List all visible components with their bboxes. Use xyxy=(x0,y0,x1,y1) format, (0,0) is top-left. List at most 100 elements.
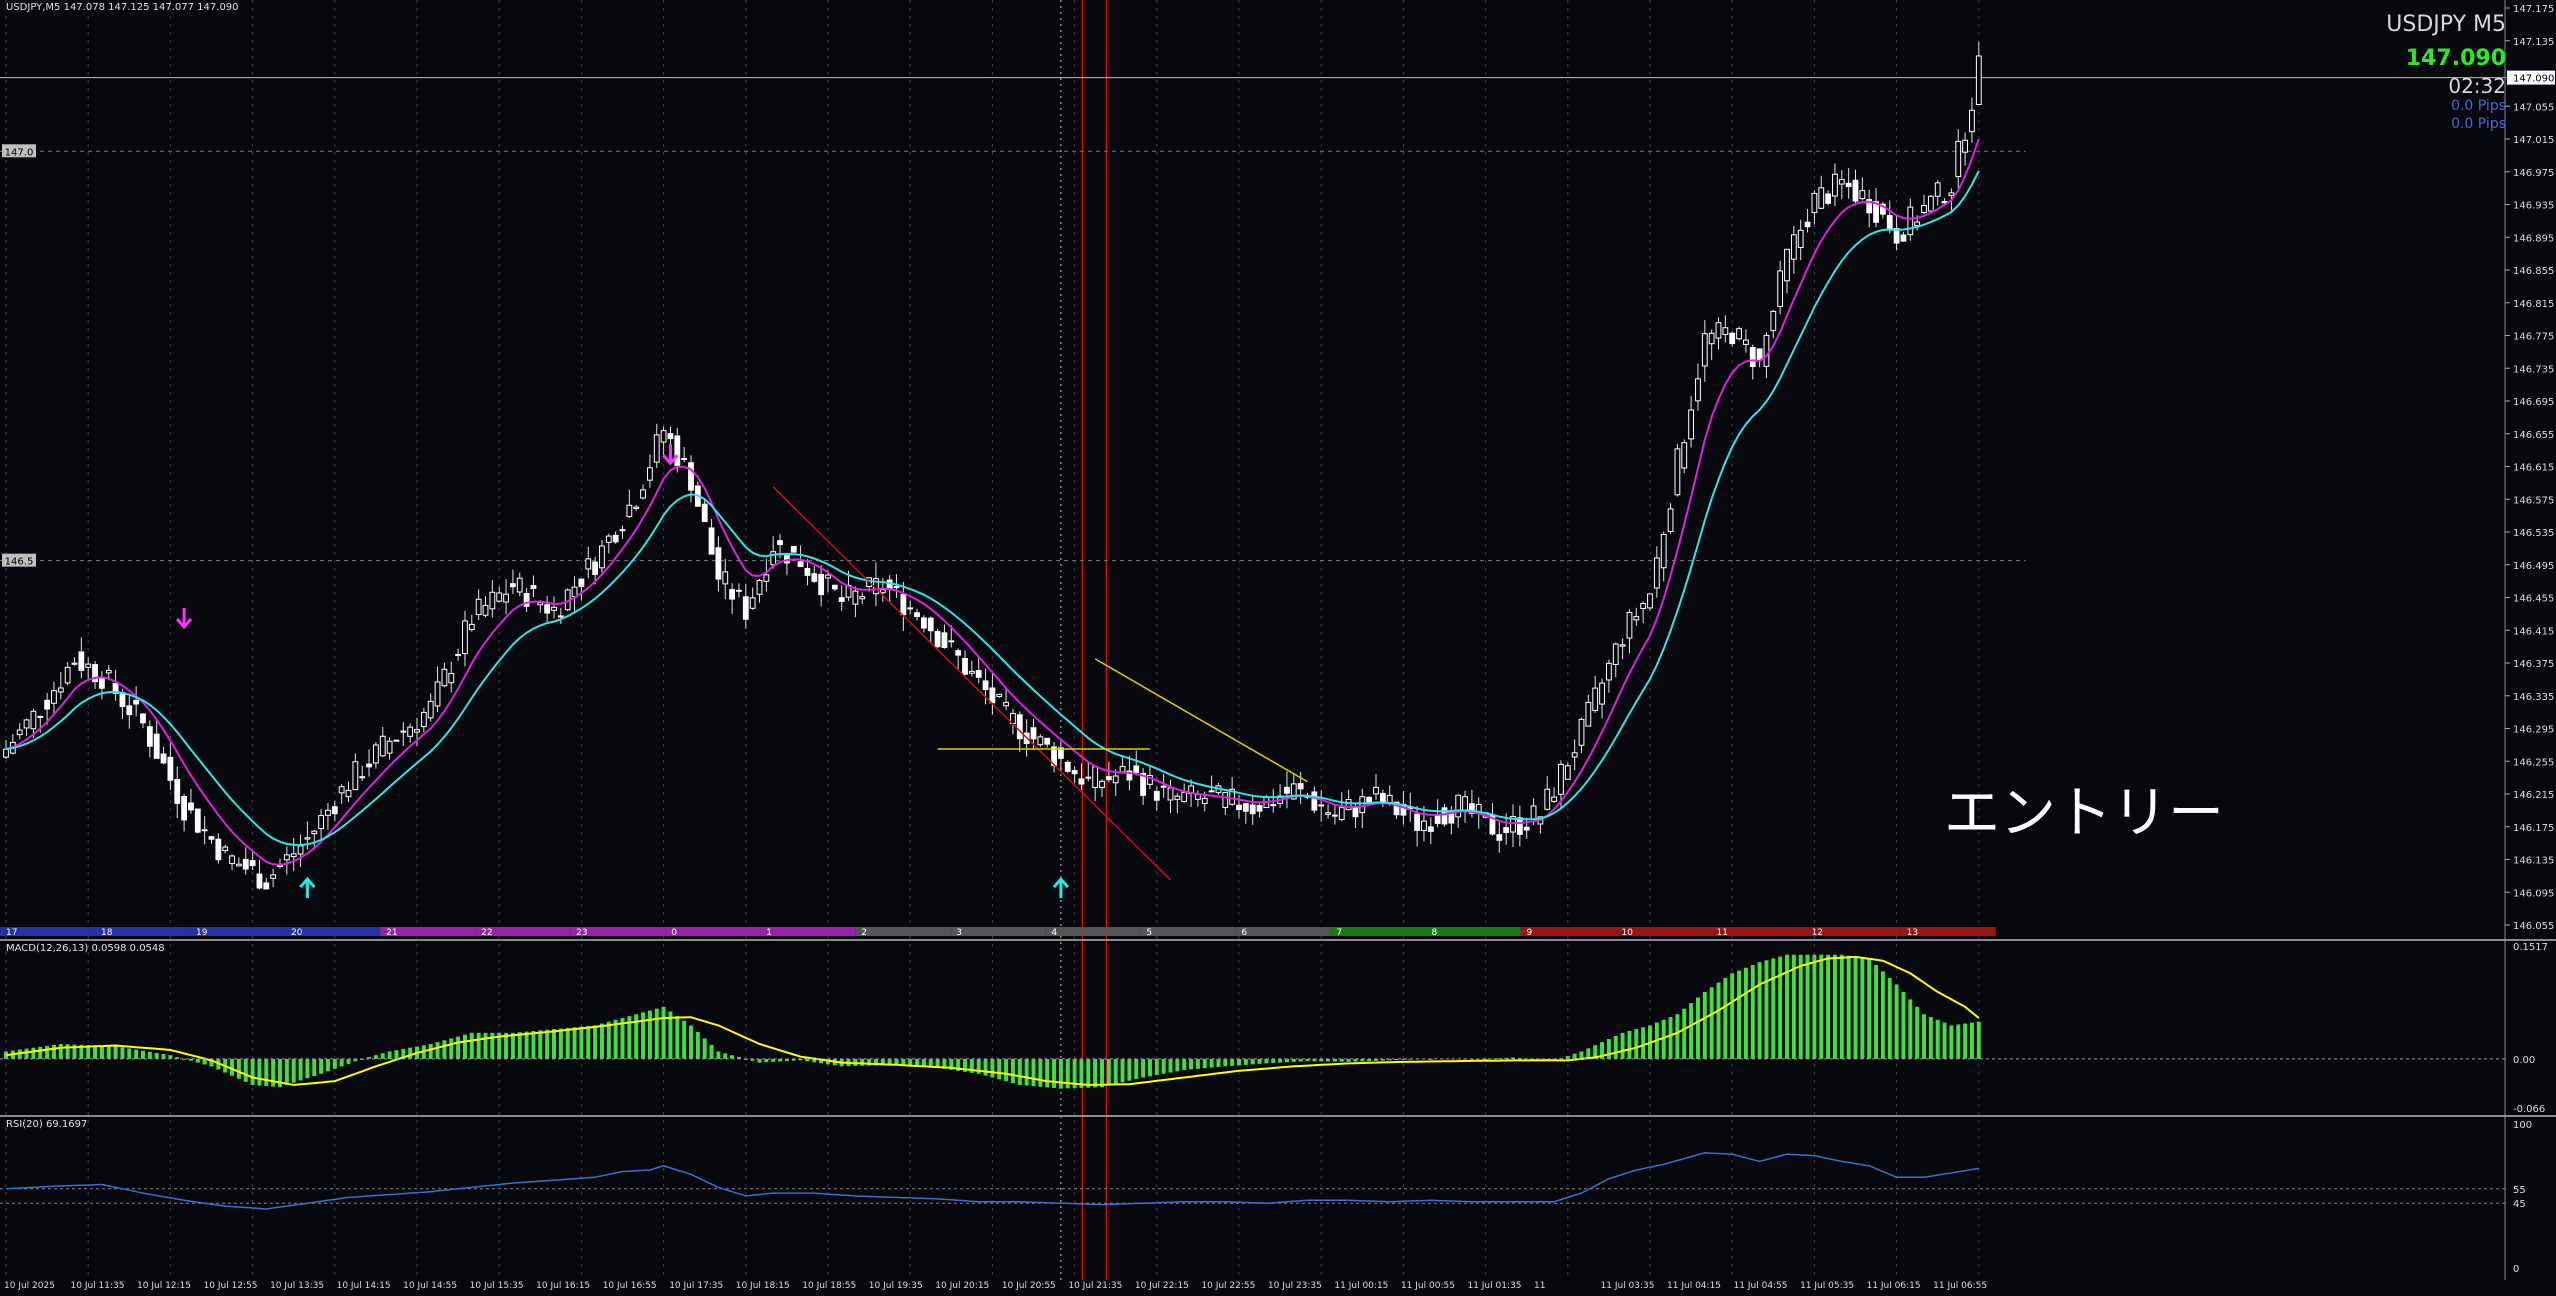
macd-histogram-bar xyxy=(1278,1058,1283,1063)
bear-candle xyxy=(510,583,516,588)
bear-candle xyxy=(688,462,694,491)
bear-candle xyxy=(167,756,174,781)
bull-candle xyxy=(756,579,763,595)
bull-candle xyxy=(1975,55,1982,105)
bear-candle xyxy=(1140,772,1146,796)
bull-candle xyxy=(879,589,886,594)
bull-candle xyxy=(571,586,578,598)
macd-histogram-bar xyxy=(860,1058,865,1066)
macd-tick-label: 0.00 xyxy=(2513,1055,2535,1066)
macd-histogram-bar xyxy=(1880,971,1885,1059)
macd-histogram-bar xyxy=(312,1058,317,1077)
bull-candle xyxy=(30,710,37,730)
hour-band-label: 20 xyxy=(291,928,303,938)
bear-candle xyxy=(530,585,537,589)
bull-candle xyxy=(537,602,544,606)
macd-histogram-bar xyxy=(483,1032,488,1059)
bull-candle xyxy=(1969,109,1975,133)
bull-candle xyxy=(1907,206,1914,236)
hour-band-segment xyxy=(1710,927,1806,936)
time-label: 10 Jul 11:35 xyxy=(71,1281,125,1291)
hour-band-label: 7 xyxy=(1336,928,1342,938)
bull-candle xyxy=(16,729,23,736)
bull-candle xyxy=(852,590,859,605)
hour-band-segment xyxy=(1425,927,1521,936)
bull-candle xyxy=(599,545,605,569)
macd-histogram-bar xyxy=(141,1050,145,1059)
macd-histogram-bar xyxy=(908,1058,913,1066)
y-tick-label: 146.255 xyxy=(2513,757,2554,768)
y-tick-label: 146.135 xyxy=(2513,856,2554,867)
macd-histogram-bar xyxy=(1298,1058,1303,1062)
current-price-tag xyxy=(2507,70,2555,85)
bull-candle xyxy=(1838,179,1845,185)
macd-histogram-bar xyxy=(394,1050,399,1059)
macd-histogram-bar xyxy=(291,1058,296,1083)
bull-candle xyxy=(1201,797,1208,804)
bull-candle xyxy=(23,719,30,729)
trendlines[interactable] xyxy=(772,486,1308,881)
macd-histogram-bar xyxy=(812,1058,817,1063)
macd-histogram-bar xyxy=(387,1051,392,1059)
macd-histogram-bar xyxy=(120,1047,125,1059)
macd-histogram-bar xyxy=(784,1058,789,1062)
bull-candle xyxy=(647,467,653,481)
bull-candle xyxy=(1715,322,1722,339)
macd-histogram-bar xyxy=(976,1058,981,1074)
bull-candle xyxy=(386,740,393,754)
macd-histogram-bar xyxy=(1757,962,1762,1059)
bull-candle xyxy=(749,597,756,609)
bull-candle xyxy=(1818,187,1825,209)
bear-candle xyxy=(1880,203,1886,215)
macd-histogram-bar xyxy=(435,1042,440,1059)
bull-candle xyxy=(400,730,407,733)
time-axis: 10 Jul 2025 10 Jul 11:35 10 Jul 12:15 10 Ju… xyxy=(4,1281,1987,1291)
rsi-tick-label: 0 xyxy=(2513,1264,2519,1275)
bull-candle xyxy=(503,593,509,603)
bull-candle xyxy=(352,761,359,791)
macd-histogram-bar xyxy=(1086,1058,1091,1088)
macd-histogram-bar xyxy=(997,1058,1002,1080)
macd-histogram-bar xyxy=(1976,1021,1981,1059)
macd-histogram-bar xyxy=(367,1057,372,1059)
macd-histogram-bar xyxy=(1058,1058,1063,1089)
bull-candle xyxy=(304,837,311,840)
bull-candle xyxy=(1606,662,1612,681)
macd-histogram-bar xyxy=(620,1017,625,1059)
bull-candle xyxy=(859,596,866,600)
bear-candle xyxy=(736,589,742,592)
bull-candle xyxy=(1653,557,1660,589)
macd-histogram-bar xyxy=(298,1058,303,1081)
bull-candle xyxy=(653,434,660,463)
hour-band-segment xyxy=(1900,927,1996,936)
bear-candle xyxy=(181,795,187,821)
bear-candle xyxy=(1352,806,1359,818)
bull-candle xyxy=(373,744,379,764)
bear-candle xyxy=(1749,347,1756,368)
macd-histogram-bar xyxy=(956,1058,961,1071)
y-tick-label: 146.215 xyxy=(2513,790,2554,801)
macd-histogram-bar xyxy=(1326,1058,1331,1062)
time-label: 11 xyxy=(1534,1281,1545,1291)
bear-candle xyxy=(1866,199,1873,214)
bull-candle xyxy=(1359,796,1366,814)
bull-candle xyxy=(1722,327,1729,336)
y-tick-label: 146.855 xyxy=(2513,266,2554,277)
macd-histogram-bar xyxy=(778,1058,783,1062)
macd-histogram-bar xyxy=(1812,954,1817,1059)
time-label: 10 Jul 14:15 xyxy=(337,1281,391,1291)
bear-candle xyxy=(1503,827,1510,833)
hour-band-label: 9 xyxy=(1526,928,1532,938)
hour-band: 17 18 19 20 21 22 23 0 1 2 3 4 5 6 7 8 9 10 11 12 13 xyxy=(0,927,1996,938)
bear-candle xyxy=(578,578,585,588)
bid-price: 147.090 xyxy=(2405,46,2506,71)
macd-histogram-bar xyxy=(654,1008,659,1059)
macd-histogram-bar xyxy=(456,1036,461,1059)
macd-histogram-bar xyxy=(709,1044,714,1059)
bull-candle xyxy=(1640,603,1647,609)
bull-candle xyxy=(297,845,304,855)
bear-candle xyxy=(1249,804,1256,815)
y-tick-label: 146.775 xyxy=(2513,332,2554,343)
macd-histogram-bar xyxy=(332,1058,337,1069)
